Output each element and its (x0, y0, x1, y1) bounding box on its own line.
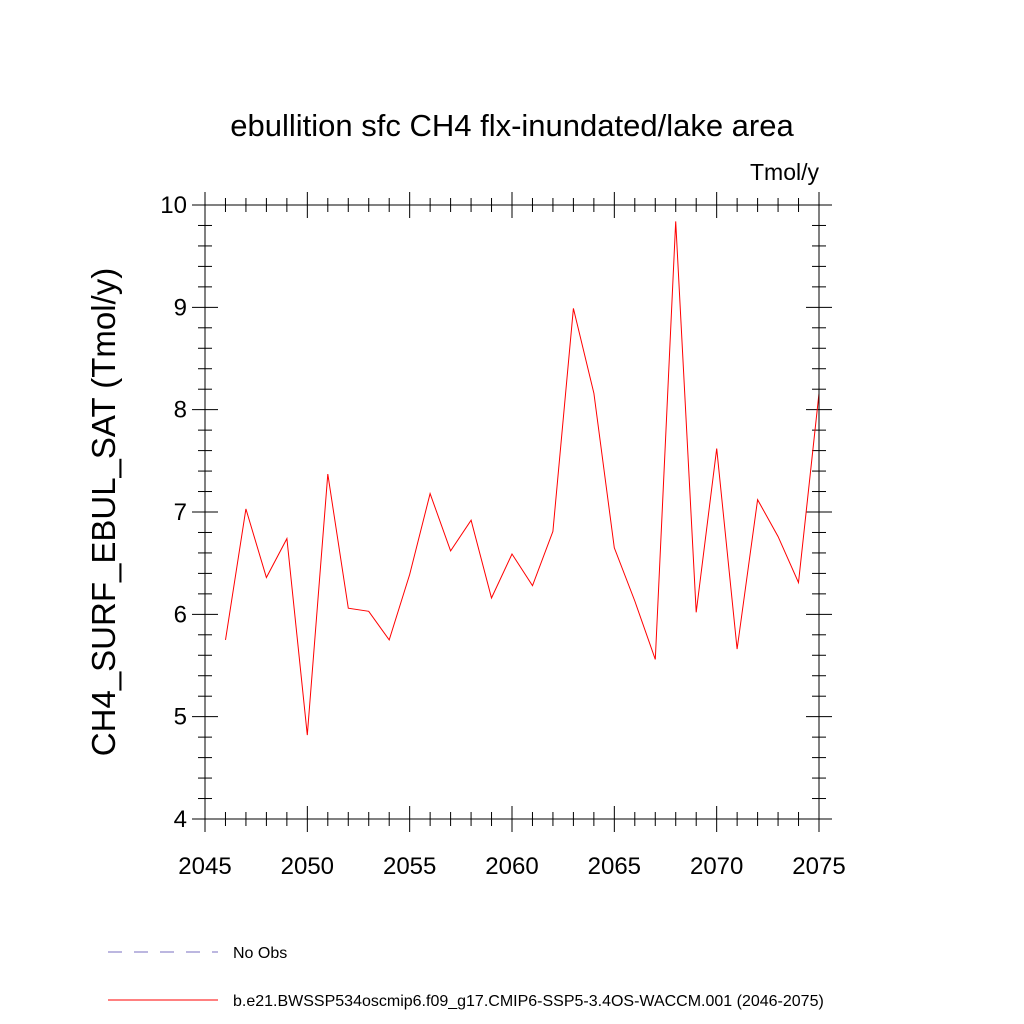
x-tick-label: 2045 (178, 853, 231, 880)
data-point (573, 308, 574, 309)
data-point (511, 553, 512, 554)
plot-frame (204, 204, 820, 820)
data-point (409, 574, 410, 575)
data-point (696, 612, 697, 613)
y-tick-label: 9 (174, 294, 187, 321)
units-label: Tmol/y (750, 159, 820, 185)
y-tick-label: 5 (174, 704, 187, 731)
x-tick-label: 2050 (281, 853, 334, 880)
series-layer (225, 221, 820, 736)
data-point (225, 639, 226, 640)
y-tick-label: 8 (174, 397, 187, 424)
data-point (675, 221, 676, 222)
data-point (614, 547, 615, 548)
data-point (798, 582, 799, 583)
y-axis-label: CH4_SURF_EBUL_SAT (Tmol/y) (85, 268, 122, 756)
data-point (716, 448, 717, 449)
data-point (286, 538, 287, 539)
legend-label-model-run: b.e21.BWSSP534oscmip6.f09_g17.CMIP6-SSP5… (233, 993, 824, 1010)
data-point (655, 659, 656, 660)
data-point (552, 531, 553, 532)
data-point (634, 600, 635, 601)
data-point (450, 550, 451, 551)
data-point (777, 536, 778, 537)
x-tick-label: 2065 (588, 853, 641, 880)
data-point (737, 649, 738, 650)
data-point (348, 608, 349, 609)
legend: No Obs b.e21.BWSSP534oscmip6.f09_g17.CMI… (108, 945, 824, 1010)
legend-label-no-obs: No Obs (233, 945, 287, 962)
data-point (430, 493, 431, 494)
data-point (389, 639, 390, 640)
data-point (368, 611, 369, 612)
minor-ticks (198, 198, 826, 826)
y-tick-label: 10 (160, 192, 187, 219)
data-point (266, 577, 267, 578)
data-point (593, 393, 594, 394)
x-tick-labels: 2045 2050 2055 2060 2065 2070 2075 (178, 853, 845, 880)
x-tick-label: 2060 (485, 853, 538, 880)
data-point (532, 585, 533, 586)
y-tick-label: 6 (174, 601, 187, 628)
x-tick-label: 2075 (792, 853, 845, 880)
data-point (307, 734, 308, 735)
data-point (245, 508, 246, 509)
major-ticks (192, 192, 832, 832)
y-tick-label: 7 (174, 499, 187, 526)
y-tick-labels: 4 5 6 7 8 9 10 (160, 192, 187, 833)
x-tick-label: 2070 (690, 853, 743, 880)
data-point (470, 520, 471, 521)
y-tick-label: 4 (174, 806, 187, 833)
x-tick-label: 2055 (383, 853, 436, 880)
series-line-0 (225, 221, 820, 736)
data-point (327, 474, 328, 475)
data-point (491, 597, 492, 598)
chart-title: ebullition sfc CH4 flx-inundated/lake ar… (230, 108, 794, 143)
data-point (757, 499, 758, 500)
